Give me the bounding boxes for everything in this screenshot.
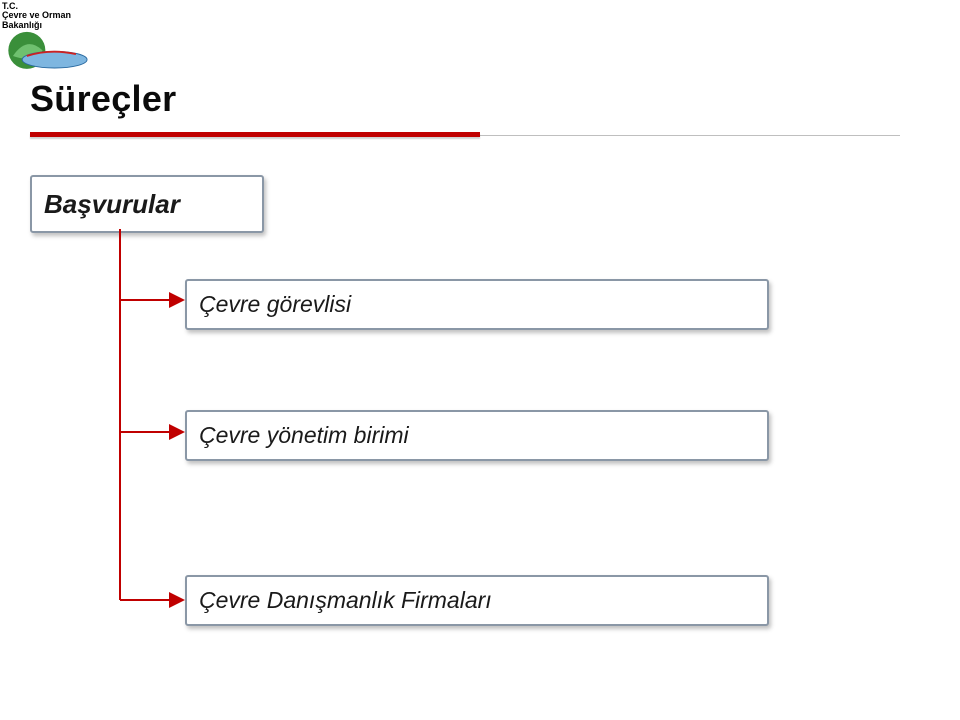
child-1-label: Çevre görevlisi (199, 291, 351, 318)
root-label: Başvurular (44, 189, 180, 220)
child-box-2: Çevre yönetim birimi (185, 410, 769, 461)
title-underline (30, 132, 480, 137)
root-box: Başvurular (30, 175, 264, 233)
ministry-logo: T.C. Çevre ve Orman Bakanlığı (0, 0, 115, 72)
child-box-3: Çevre Danışmanlık Firmaları (185, 575, 769, 626)
page-title: Süreçler (30, 78, 177, 120)
logo-emblem (0, 30, 100, 72)
title-underline-thin (480, 135, 900, 136)
child-3-label: Çevre Danışmanlık Firmaları (199, 587, 492, 614)
child-box-1: Çevre görevlisi (185, 279, 769, 330)
logo-caption: T.C. Çevre ve Orman Bakanlığı (0, 0, 73, 30)
child-2-label: Çevre yönetim birimi (199, 422, 409, 449)
